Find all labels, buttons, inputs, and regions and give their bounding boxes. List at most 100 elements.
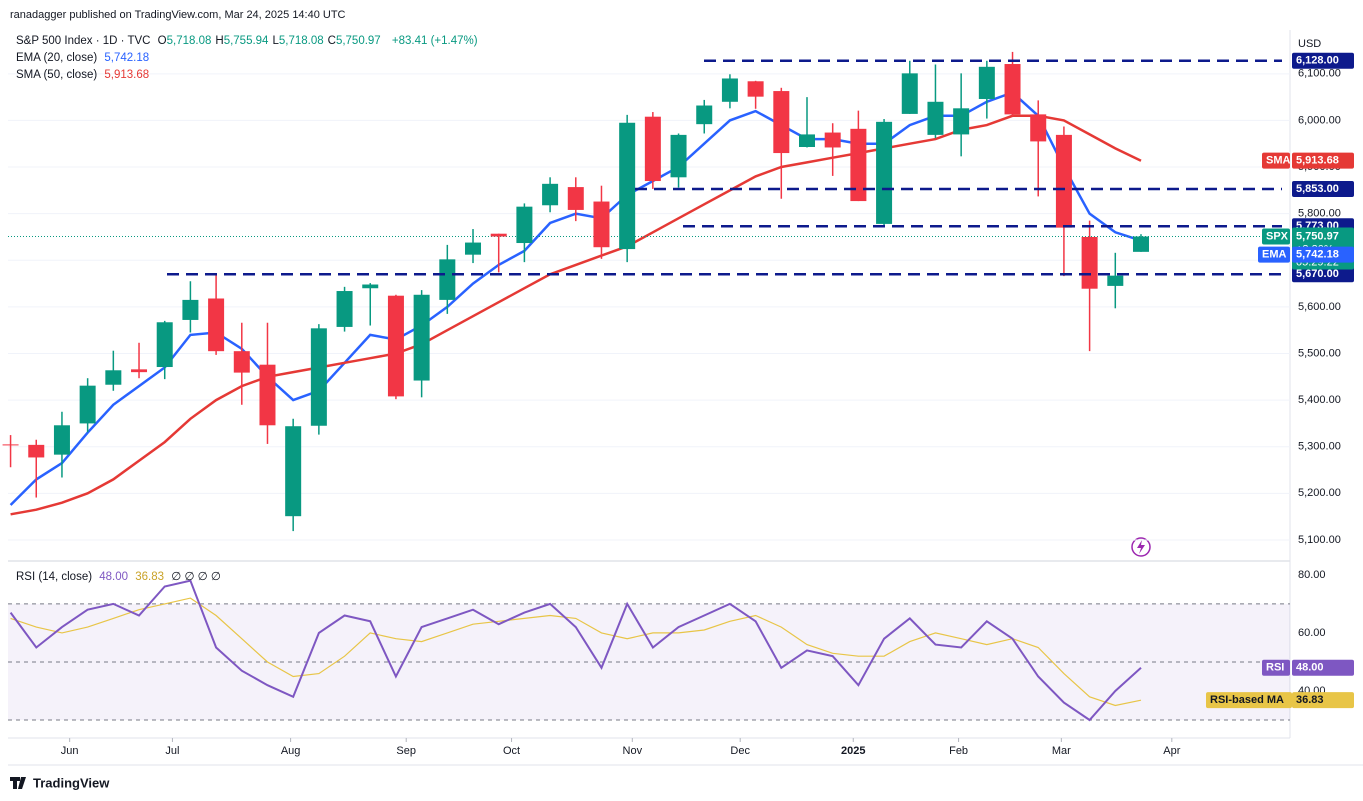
candle-body bbox=[490, 233, 507, 237]
candle-body bbox=[79, 385, 96, 424]
y-tick-label: 5,100.00 bbox=[1298, 534, 1341, 546]
candle-body bbox=[773, 91, 790, 154]
x-tick-label: Mar bbox=[1052, 745, 1071, 757]
legend-rsi: RSI (14, close) 48.00 36.83 ∅ ∅ ∅ ∅ bbox=[16, 569, 225, 583]
y-tick-label: 5,400.00 bbox=[1298, 394, 1341, 406]
candle-body bbox=[259, 364, 276, 426]
ohlc-key: H bbox=[215, 35, 224, 47]
candle-body bbox=[208, 298, 225, 352]
candle-body bbox=[1132, 236, 1149, 252]
x-tick-label: Oct bbox=[503, 745, 520, 757]
x-tick-label: Feb bbox=[949, 745, 968, 757]
candle-body bbox=[721, 78, 738, 102]
candle-body bbox=[696, 105, 713, 125]
legend-sma: SMA (50, close) 5,913.68 bbox=[16, 69, 153, 81]
candle-body bbox=[824, 132, 841, 148]
candle-body bbox=[850, 128, 867, 202]
sma-price-label-bg bbox=[1292, 152, 1354, 169]
ohlc-key: L bbox=[272, 35, 279, 47]
candle-body bbox=[593, 201, 610, 248]
x-tick-label: Nov bbox=[623, 745, 643, 757]
candle-body bbox=[131, 369, 148, 373]
sma-value: 5,913.68 bbox=[104, 69, 150, 81]
ema-name: EMA (20, close) bbox=[16, 52, 98, 64]
candle-body bbox=[799, 134, 816, 148]
level-price-label: 5,670.00 bbox=[1296, 268, 1339, 280]
candle-body bbox=[619, 122, 636, 250]
candle-body bbox=[1107, 275, 1124, 286]
event-icon-bolt bbox=[1137, 540, 1145, 554]
x-tick-label: Dec bbox=[730, 745, 750, 757]
level-price-label: 6,128.00 bbox=[1296, 55, 1339, 67]
candle-body bbox=[387, 295, 404, 397]
y-tick-label: 6,100.00 bbox=[1298, 68, 1341, 80]
ema-price-label: 5,742.18 bbox=[1296, 249, 1339, 261]
ohlc-key: O bbox=[157, 35, 167, 47]
rsi-tag-bg bbox=[1262, 659, 1290, 676]
rsi-value: 48.00 bbox=[99, 571, 129, 583]
level-price-label-bg bbox=[1292, 52, 1354, 69]
candle-body bbox=[1055, 134, 1072, 228]
rsi-ma-tag-bg bbox=[1206, 692, 1292, 709]
x-tick-label: Aug bbox=[281, 745, 301, 757]
level-price-label-bg bbox=[1292, 180, 1354, 197]
candle-body bbox=[336, 291, 353, 327]
rsi-price-label: 48.00 bbox=[1296, 662, 1324, 674]
candle-body bbox=[1004, 64, 1021, 115]
event-icon[interactable] bbox=[1131, 537, 1151, 557]
candle-body bbox=[439, 259, 456, 300]
rsi-ma-price-label-bg bbox=[1292, 692, 1354, 709]
y-tick-label: 5,500.00 bbox=[1298, 347, 1341, 359]
y-tick-label: 5,300.00 bbox=[1298, 441, 1341, 453]
brand-logo bbox=[10, 777, 26, 789]
y-tick-label: 60.00 bbox=[1298, 627, 1326, 639]
candle-body bbox=[670, 134, 687, 178]
symbol: S&P 500 Index · 1D · TVC bbox=[16, 35, 151, 47]
candle-body bbox=[156, 322, 173, 368]
sma-price-label: 5,913.68 bbox=[1296, 155, 1339, 167]
candle-body bbox=[927, 101, 944, 135]
candle-body bbox=[953, 108, 970, 135]
candle-body bbox=[1081, 236, 1098, 289]
level-price-label: 5,853.00 bbox=[1296, 183, 1339, 195]
candle-body bbox=[747, 81, 764, 97]
ema-tag-bg bbox=[1258, 246, 1290, 263]
x-tick-label: Jul bbox=[165, 745, 179, 757]
candle-body bbox=[1030, 114, 1047, 142]
y-tick-label: 5,200.00 bbox=[1298, 487, 1341, 499]
candle-body bbox=[2, 444, 19, 446]
ohlc-value: 5,750.97 bbox=[335, 35, 381, 47]
ema-price-label-bg bbox=[1292, 246, 1354, 263]
x-tick-label: Sep bbox=[396, 745, 416, 757]
currency: USD bbox=[1298, 38, 1321, 50]
x-tick-label: 2025 bbox=[841, 745, 865, 757]
y-tick-label: 80.00 bbox=[1298, 569, 1326, 581]
rsi-name: RSI (14, close) bbox=[16, 571, 93, 583]
sma-name: SMA (50, close) bbox=[16, 69, 98, 81]
candle-body bbox=[28, 444, 45, 458]
ema-value: 5,742.18 bbox=[104, 52, 150, 64]
ohlc-key: C bbox=[327, 35, 336, 47]
rsi-na: ∅ ∅ ∅ ∅ bbox=[171, 571, 221, 583]
candle-body bbox=[285, 426, 302, 517]
brand: TradingView bbox=[33, 775, 110, 790]
rsi-ma-value: 36.83 bbox=[135, 571, 165, 583]
candle-body bbox=[413, 294, 430, 381]
attribution: ranadagger published on TradingView.com,… bbox=[10, 9, 346, 21]
rsi-tag: RSI bbox=[1266, 662, 1284, 674]
ohlc-value: 5,718.08 bbox=[278, 35, 324, 47]
candle-body bbox=[182, 299, 199, 320]
candle-body bbox=[233, 351, 250, 373]
rsi-ma-price-label: 36.83 bbox=[1296, 694, 1324, 706]
y-tick-label: 5,800.00 bbox=[1298, 208, 1341, 220]
y-tick-label: 6,000.00 bbox=[1298, 114, 1341, 126]
candle-body bbox=[310, 328, 327, 426]
legend-ema: EMA (20, close) 5,742.18 bbox=[16, 52, 153, 64]
candle-body bbox=[362, 284, 379, 289]
candle-body bbox=[876, 121, 893, 224]
candle-body bbox=[516, 206, 533, 244]
x-tick-label: Apr bbox=[1163, 745, 1180, 757]
candle-body bbox=[542, 183, 559, 206]
